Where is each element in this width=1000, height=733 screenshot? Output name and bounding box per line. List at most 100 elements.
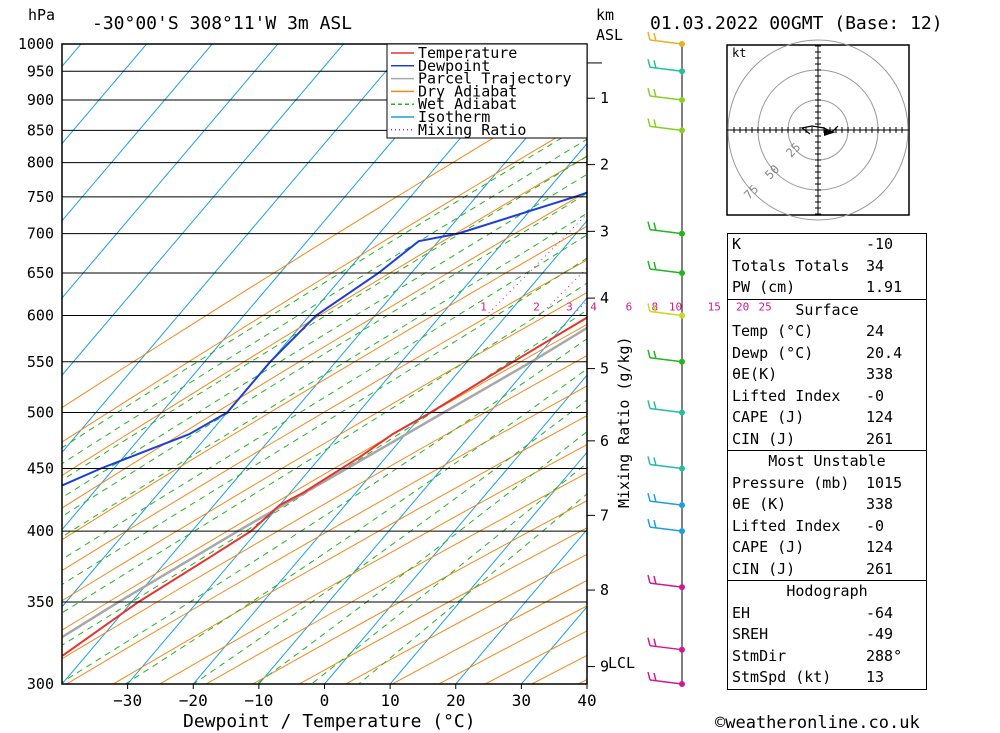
wind-dot xyxy=(679,97,685,104)
surface-value: -0 xyxy=(866,386,885,405)
mixing-ratio-label: 3 xyxy=(566,301,573,314)
hodo-row: StmDir 288° xyxy=(728,646,926,668)
km-tick-label: 3 xyxy=(600,222,609,240)
location-title: -30°00'S 308°11'W 3m ASL xyxy=(92,13,352,34)
mu-row: CAPE (J) 124 xyxy=(728,537,926,559)
wet-adiabat-line xyxy=(62,257,587,586)
mixing-ratio-label: 2 xyxy=(533,301,540,314)
wind-dot xyxy=(679,681,685,687)
pressure-tick-label: 400 xyxy=(27,522,54,540)
x-tick-label: 40 xyxy=(577,691,596,710)
isotherm-line xyxy=(192,219,587,684)
wind-barb xyxy=(647,303,685,319)
isotherm-line xyxy=(126,142,587,684)
mu-label: CIN (J) xyxy=(732,559,796,578)
dry-adiabat-line xyxy=(62,155,587,477)
x-tick-label: −10 xyxy=(244,691,273,710)
hodo-value: 13 xyxy=(866,668,885,686)
legend-label: Isotherm xyxy=(418,108,490,126)
pressure-tick-label: 1000 xyxy=(18,35,54,53)
index-box: K -10 Totals Totals 34 PW (cm) 1.91 xyxy=(727,233,927,300)
wet-adiabat-line xyxy=(62,212,587,538)
k-index-value: -10 xyxy=(866,235,894,253)
isotherm-line xyxy=(62,44,345,376)
wind-barb xyxy=(647,260,685,276)
pw-label: PW (cm) xyxy=(732,278,796,296)
pw-row: PW (cm) 1.91 xyxy=(728,277,926,299)
surface-value: 24 xyxy=(866,322,885,340)
legend-label: Dewpoint xyxy=(418,57,490,75)
dry-adiabat-line xyxy=(62,292,587,602)
wind-barb xyxy=(647,637,685,653)
km-tick-label: 6 xyxy=(600,432,609,450)
pressure-tick-label: 500 xyxy=(27,403,54,421)
totals-label: Totals Totals xyxy=(732,256,850,275)
mu-row: Pressure (mb) 1015 xyxy=(728,473,926,495)
surface-row: Temp (°C) 24 xyxy=(728,321,926,343)
surface-label: θE(K) xyxy=(732,365,778,383)
dry-adiabat-line xyxy=(62,191,587,509)
wind-barb xyxy=(647,574,685,591)
legend-label: Mixing Ratio xyxy=(418,121,526,139)
hodo-label: SREH xyxy=(732,625,769,643)
wind-barb xyxy=(647,671,685,687)
mu-row: θE (K) 338 xyxy=(728,494,926,516)
dry-adiabat-line xyxy=(62,81,587,409)
hodograph-trace xyxy=(800,125,839,135)
hodo-label: StmSpd (kt) xyxy=(732,668,832,686)
wind-barb xyxy=(647,221,685,237)
wind-barb xyxy=(647,349,685,365)
hodograph xyxy=(726,39,910,221)
wind-dot xyxy=(679,528,685,535)
asl-label: ASL xyxy=(596,26,623,44)
mu-value: 338 xyxy=(866,495,894,513)
x-tick-label: 20 xyxy=(446,691,465,710)
wind-dot xyxy=(679,409,685,416)
pressure-tick-label: 850 xyxy=(27,121,54,139)
mu-value: -0 xyxy=(866,516,885,535)
wind-dot xyxy=(679,465,685,472)
skewt-axes: 1234681015202530035040045050055060065070… xyxy=(18,35,772,710)
mixing-ratio-label: 4 xyxy=(590,301,597,314)
storm-motion-arrow xyxy=(824,130,836,136)
wind-barb xyxy=(647,118,685,134)
km-label: km xyxy=(596,6,614,24)
wet-adiabat-line xyxy=(255,430,587,684)
wind-dot xyxy=(679,358,685,365)
wind-dot xyxy=(679,127,685,134)
mixing-ratio-label: 1 xyxy=(480,301,487,314)
legend-label: Dry Adiabat xyxy=(418,82,517,100)
wind-dot xyxy=(679,68,685,75)
isotherm-line xyxy=(389,451,587,684)
pressure-tick-label: 650 xyxy=(27,264,54,282)
totals-row: Totals Totals 34 xyxy=(728,256,926,278)
pressure-tick-label: 700 xyxy=(27,225,54,243)
wind-barb xyxy=(647,87,685,104)
wind-dot xyxy=(679,584,685,591)
pw-value: 1.91 xyxy=(866,278,903,296)
wet-adiabat-line xyxy=(62,234,587,560)
wind-dot xyxy=(679,230,685,237)
x-axis-label: Dewpoint / Temperature (°C) xyxy=(183,711,476,732)
pressure-tick-label: 950 xyxy=(27,62,54,80)
pressure-tick-label: 300 xyxy=(27,675,54,693)
wind-dot xyxy=(679,269,685,276)
hodograph-table-title: Hodograph xyxy=(786,582,868,600)
km-tick-label: 1 xyxy=(600,89,609,107)
lcl-label: LCL xyxy=(608,654,635,672)
km-tick-label: 8 xyxy=(600,581,609,599)
hpa-label: hPa xyxy=(28,6,55,24)
stats-panel: K -10 Totals Totals 34 PW (cm) 1.91 Surface… xyxy=(727,233,927,690)
wind-barb xyxy=(647,59,685,75)
most-unstable-box: Most Unstable Pressure (mb) 1015 θE (K) 33… xyxy=(727,451,927,581)
isotherm-line xyxy=(258,297,587,684)
mu-label: Lifted Index xyxy=(732,516,841,535)
surface-label: Dewp (°C) xyxy=(732,343,814,362)
most-unstable-title: Most Unstable xyxy=(768,452,886,470)
dry-adiabat-line xyxy=(62,225,587,541)
surface-row: CAPE (J) 124 xyxy=(728,407,926,429)
credit-text: ©weatheronline.co.uk xyxy=(715,713,920,733)
mu-label: θE (K) xyxy=(732,495,787,513)
